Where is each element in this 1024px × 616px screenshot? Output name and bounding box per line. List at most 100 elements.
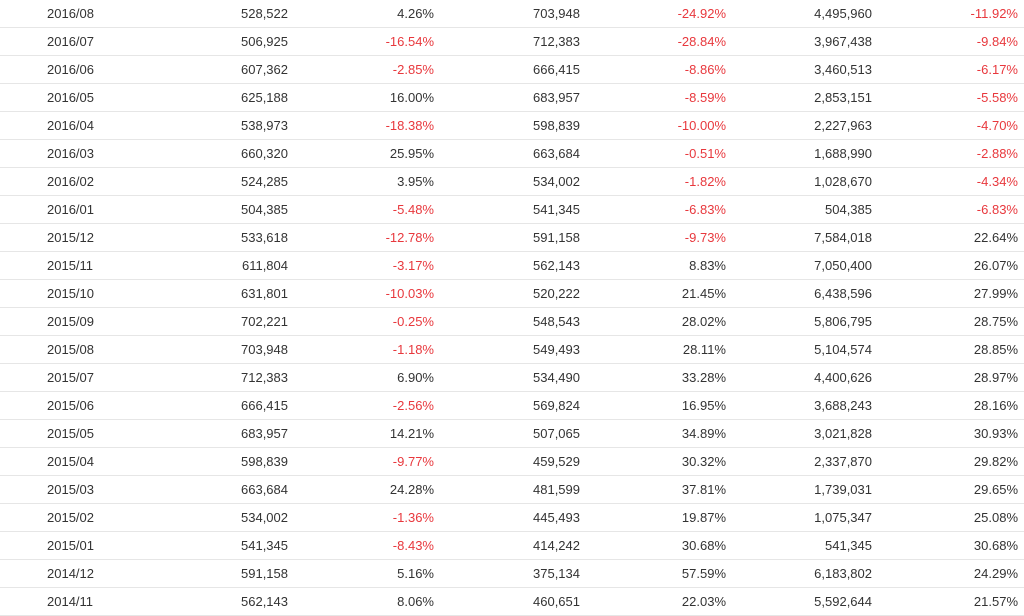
cell-value-1: 506,925 (241, 34, 288, 49)
cell-month: 2016/07 (47, 34, 94, 49)
table-row: 2016/07 506,925 -16.54% 712,383 -28.84% … (0, 28, 1024, 56)
cell-change-2: -9.73% (684, 230, 726, 245)
cell-value-1: 607,362 (241, 62, 288, 77)
cell-value-2: 520,222 (533, 286, 580, 301)
table-row: 2015/05 683,957 14.21% 507,065 34.89% 3,… (0, 420, 1024, 448)
cell-value-3: 504,385 (825, 202, 872, 217)
cell-change-3: 22.64% (973, 230, 1018, 245)
cell-value-3: 1,075,347 (814, 510, 872, 525)
cell-change-3: -4.34% (976, 174, 1018, 189)
cell-month: 2015/04 (47, 454, 94, 469)
cell-change-3: 21.57% (973, 594, 1018, 609)
table-row: 2016/03 660,320 25.95% 663,684 -0.51% 1,… (0, 140, 1024, 168)
cell-change-3: 26.07% (973, 258, 1018, 273)
cell-month: 2015/03 (47, 482, 94, 497)
cell-change-1: -1.18% (392, 342, 434, 357)
cell-value-1: 524,285 (241, 174, 288, 189)
table-row: 2015/01 541,345 -8.43% 414,242 30.68% 54… (0, 532, 1024, 560)
cell-value-2: 549,493 (533, 342, 580, 357)
cell-change-2: 57.59% (681, 566, 726, 581)
cell-value-2: 445,493 (533, 510, 580, 525)
cell-change-2: -28.84% (677, 34, 726, 49)
cell-change-1: -2.56% (392, 398, 434, 413)
table-row: 2014/11 562,143 8.06% 460,651 22.03% 5,5… (0, 588, 1024, 616)
cell-value-3: 3,460,513 (814, 62, 872, 77)
cell-value-1: 703,948 (241, 342, 288, 357)
cell-change-2: 16.95% (681, 398, 726, 413)
cell-value-3: 7,050,400 (814, 258, 872, 273)
cell-value-2: 666,415 (533, 62, 580, 77)
cell-change-1: -18.38% (385, 118, 434, 133)
cell-value-1: 598,839 (241, 454, 288, 469)
cell-change-3: 28.97% (973, 370, 1018, 385)
cell-change-3: 24.29% (973, 566, 1018, 581)
cell-month: 2016/06 (47, 62, 94, 77)
cell-value-3: 6,183,802 (814, 566, 872, 581)
cell-month: 2016/01 (47, 202, 94, 217)
cell-value-1: 611,804 (241, 258, 288, 273)
table-row: 2016/05 625,188 16.00% 683,957 -8.59% 2,… (0, 84, 1024, 112)
table-row: 2016/04 538,973 -18.38% 598,839 -10.00% … (0, 112, 1024, 140)
cell-change-3: 28.16% (973, 398, 1018, 413)
cell-value-1: 663,684 (241, 482, 288, 497)
cell-value-2: 548,543 (533, 314, 580, 329)
cell-value-1: 504,385 (241, 202, 288, 217)
table-row: 2016/06 607,362 -2.85% 666,415 -8.86% 3,… (0, 56, 1024, 84)
cell-value-1: 533,618 (241, 230, 288, 245)
cell-value-2: 507,065 (533, 426, 580, 441)
cell-change-3: 25.08% (973, 510, 1018, 525)
cell-value-1: 534,002 (241, 510, 288, 525)
cell-change-2: 28.02% (681, 314, 726, 329)
cell-month: 2016/03 (47, 146, 94, 161)
table-row: 2015/02 534,002 -1.36% 445,493 19.87% 1,… (0, 504, 1024, 532)
cell-value-3: 7,584,018 (814, 230, 872, 245)
cell-value-3: 5,806,795 (814, 314, 872, 329)
cell-change-1: -16.54% (385, 34, 434, 49)
table-row: 2015/11 611,804 -3.17% 562,143 8.83% 7,0… (0, 252, 1024, 280)
cell-change-1: -2.85% (392, 62, 434, 77)
cell-change-1: -5.48% (392, 202, 434, 217)
cell-value-3: 2,337,870 (814, 454, 872, 469)
cell-change-2: -0.51% (684, 146, 726, 161)
cell-value-3: 4,495,960 (814, 6, 872, 21)
cell-change-1: -0.25% (392, 314, 434, 329)
cell-value-2: 460,651 (533, 594, 580, 609)
cell-value-3: 1,739,031 (814, 482, 872, 497)
cell-change-3: -4.70% (976, 118, 1018, 133)
cell-value-1: 712,383 (241, 370, 288, 385)
cell-value-2: 569,824 (533, 398, 580, 413)
cell-month: 2016/05 (47, 90, 94, 105)
cell-month: 2015/11 (47, 258, 94, 273)
table-row: 2015/07 712,383 6.90% 534,490 33.28% 4,4… (0, 364, 1024, 392)
cell-change-2: -8.86% (684, 62, 726, 77)
cell-change-2: -1.82% (684, 174, 726, 189)
cell-value-3: 4,400,626 (814, 370, 872, 385)
cell-value-1: 631,801 (241, 286, 288, 301)
cell-value-2: 541,345 (533, 202, 580, 217)
cell-change-3: 27.99% (973, 286, 1018, 301)
cell-change-3: 30.93% (973, 426, 1018, 441)
cell-value-1: 660,320 (241, 146, 288, 161)
cell-month: 2015/01 (47, 538, 94, 553)
cell-change-1: -10.03% (385, 286, 434, 301)
cell-change-2: 34.89% (681, 426, 726, 441)
cell-change-1: -1.36% (392, 510, 434, 525)
cell-value-2: 534,002 (533, 174, 580, 189)
cell-value-3: 6,438,596 (814, 286, 872, 301)
cell-change-1: 8.06% (397, 594, 434, 609)
cell-change-2: 22.03% (681, 594, 726, 609)
cell-change-2: -24.92% (677, 6, 726, 21)
cell-value-2: 712,383 (533, 34, 580, 49)
cell-change-1: 6.90% (397, 370, 434, 385)
cell-change-1: 3.95% (397, 174, 434, 189)
table-row: 2015/12 533,618 -12.78% 591,158 -9.73% 7… (0, 224, 1024, 252)
cell-change-3: 29.65% (973, 482, 1018, 497)
table-row: 2015/04 598,839 -9.77% 459,529 30.32% 2,… (0, 448, 1024, 476)
cell-value-1: 683,957 (241, 426, 288, 441)
cell-change-1: 4.26% (397, 6, 434, 21)
cell-change-3: -9.84% (976, 34, 1018, 49)
cell-month: 2014/12 (47, 566, 94, 581)
cell-value-2: 598,839 (533, 118, 580, 133)
cell-value-3: 3,021,828 (814, 426, 872, 441)
